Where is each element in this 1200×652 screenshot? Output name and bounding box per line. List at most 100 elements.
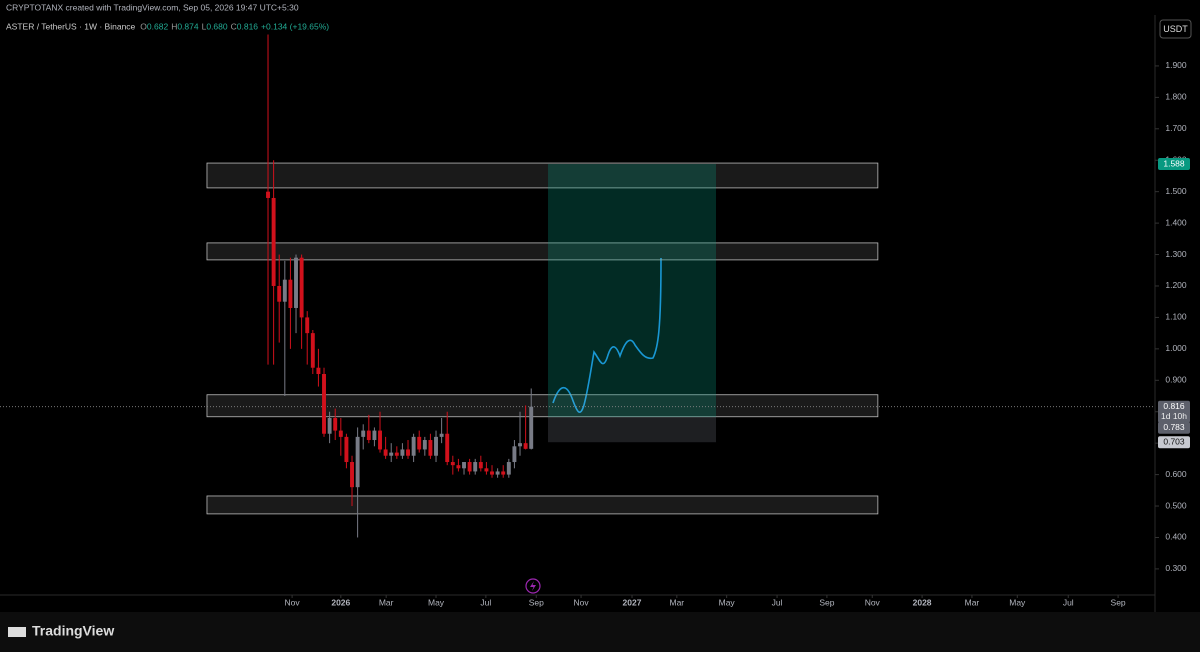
candles-layer bbox=[266, 34, 534, 538]
candle-body bbox=[445, 433, 450, 463]
x-tick-label: May bbox=[428, 597, 445, 607]
candle-body bbox=[506, 462, 511, 475]
brand: TradingView bbox=[32, 623, 114, 639]
x-tick-label: Mar bbox=[965, 597, 980, 607]
x-tick-label: Jul bbox=[1063, 597, 1074, 607]
currency[interactable]: USDT bbox=[1163, 24, 1188, 34]
candle-body bbox=[333, 418, 338, 431]
candle-body bbox=[366, 430, 371, 441]
candle-body bbox=[400, 449, 405, 456]
candle-body bbox=[512, 446, 517, 463]
x-tick-label: May bbox=[1009, 597, 1026, 607]
entry-label: 0.783 bbox=[1163, 422, 1185, 432]
candle-body bbox=[271, 197, 276, 286]
legend-text: ASTER / TetherUS · 1W · Binance bbox=[6, 21, 136, 31]
candle-body bbox=[490, 471, 494, 475]
y-tick-label: 1.500 bbox=[1165, 186, 1187, 196]
candle-body bbox=[372, 430, 377, 441]
candle-body bbox=[495, 471, 500, 475]
legend-text: 0.682 bbox=[147, 21, 169, 31]
x-tick-label: Mar bbox=[379, 597, 394, 607]
candle-body bbox=[277, 285, 282, 302]
position-stop bbox=[548, 417, 717, 443]
legend-text: 0.874 bbox=[177, 21, 199, 31]
candle-body bbox=[344, 436, 349, 463]
x-tick-label: Sep bbox=[1111, 597, 1126, 607]
candle-body bbox=[484, 468, 489, 472]
event-icon[interactable] bbox=[525, 578, 541, 594]
candle-body bbox=[389, 452, 394, 456]
legend-text: 0.816 bbox=[237, 21, 259, 31]
candle-body bbox=[422, 440, 427, 450]
candle-body bbox=[439, 433, 444, 437]
x-tick-label: Mar bbox=[669, 597, 684, 607]
y-tick-label: 1.300 bbox=[1165, 249, 1187, 259]
currency-button[interactable] bbox=[1159, 19, 1192, 39]
legend-text: C bbox=[231, 21, 237, 31]
candle-body bbox=[294, 257, 298, 308]
candle-body bbox=[310, 333, 315, 368]
zone bbox=[206, 495, 879, 515]
y-tick-label: 0.500 bbox=[1165, 500, 1187, 510]
stop-label-bg bbox=[1158, 436, 1190, 449]
candle-body bbox=[523, 443, 528, 449]
footer-bar bbox=[0, 612, 1200, 652]
candle-body bbox=[266, 191, 270, 198]
candle-body bbox=[338, 430, 343, 437]
x-tick-label: Nov bbox=[573, 597, 589, 607]
candle-body bbox=[299, 257, 304, 318]
x-tick-label: Nov bbox=[865, 597, 881, 607]
candle-body bbox=[462, 462, 466, 469]
candle-body bbox=[456, 465, 461, 469]
grid-layer bbox=[291, 65, 1159, 598]
candle-body bbox=[361, 430, 366, 437]
projection-path bbox=[552, 257, 662, 413]
candle-body bbox=[450, 462, 455, 466]
x-tick-label: Sep bbox=[529, 597, 544, 607]
candle-body bbox=[394, 452, 399, 456]
brand-logo bbox=[8, 627, 26, 637]
zone bbox=[206, 162, 879, 189]
y-tick-label: 1.200 bbox=[1165, 280, 1187, 290]
candle-body bbox=[350, 462, 354, 488]
x-tick-label: Jul bbox=[772, 597, 783, 607]
candle-body bbox=[316, 367, 321, 375]
x-tick-label: 2026 bbox=[331, 597, 350, 607]
legend-text: +0.134 (+19.65%) bbox=[261, 21, 329, 31]
y-tick-label: 1.400 bbox=[1165, 217, 1187, 227]
y-tick-label: 0.900 bbox=[1165, 375, 1187, 385]
y-tick-label: 0.400 bbox=[1165, 532, 1187, 542]
zone bbox=[206, 394, 879, 418]
current-price-label-bg bbox=[1158, 400, 1190, 423]
candle-body bbox=[501, 471, 506, 475]
candle-body bbox=[529, 406, 534, 449]
y-tick-label: 1.100 bbox=[1165, 312, 1187, 322]
zone bbox=[206, 242, 879, 261]
candle-body bbox=[428, 440, 433, 456]
legend-text: 0.680 bbox=[206, 21, 228, 31]
target-label: 1.588 bbox=[1163, 158, 1185, 168]
credit: CRYPTOTANX created with TradingView.com,… bbox=[6, 2, 299, 12]
current-price-label: 0.816 bbox=[1163, 401, 1185, 411]
y-tick-label: 0.600 bbox=[1165, 469, 1187, 479]
x-tick-label: Nov bbox=[285, 597, 301, 607]
x-tick-label: 2028 bbox=[913, 597, 932, 607]
candle-body bbox=[473, 462, 478, 472]
candle-body bbox=[478, 462, 483, 469]
candle-body bbox=[417, 436, 422, 450]
legend-text: L bbox=[202, 21, 207, 31]
candle-body bbox=[411, 436, 416, 456]
y-tick-label: 1.900 bbox=[1165, 60, 1187, 70]
candle-body bbox=[282, 279, 287, 302]
position-target bbox=[548, 164, 717, 418]
y-tick-label: 1.000 bbox=[1165, 343, 1187, 353]
candle-body bbox=[305, 317, 310, 334]
stop-label: 0.703 bbox=[1163, 436, 1185, 446]
y-tick-label: 1.700 bbox=[1165, 123, 1187, 133]
y-tick-label: 0.300 bbox=[1165, 563, 1187, 573]
labels-layer: 0.3000.4000.5000.6000.7000.8000.9001.000… bbox=[285, 60, 1190, 607]
y-tick-label: 1.800 bbox=[1165, 92, 1187, 102]
